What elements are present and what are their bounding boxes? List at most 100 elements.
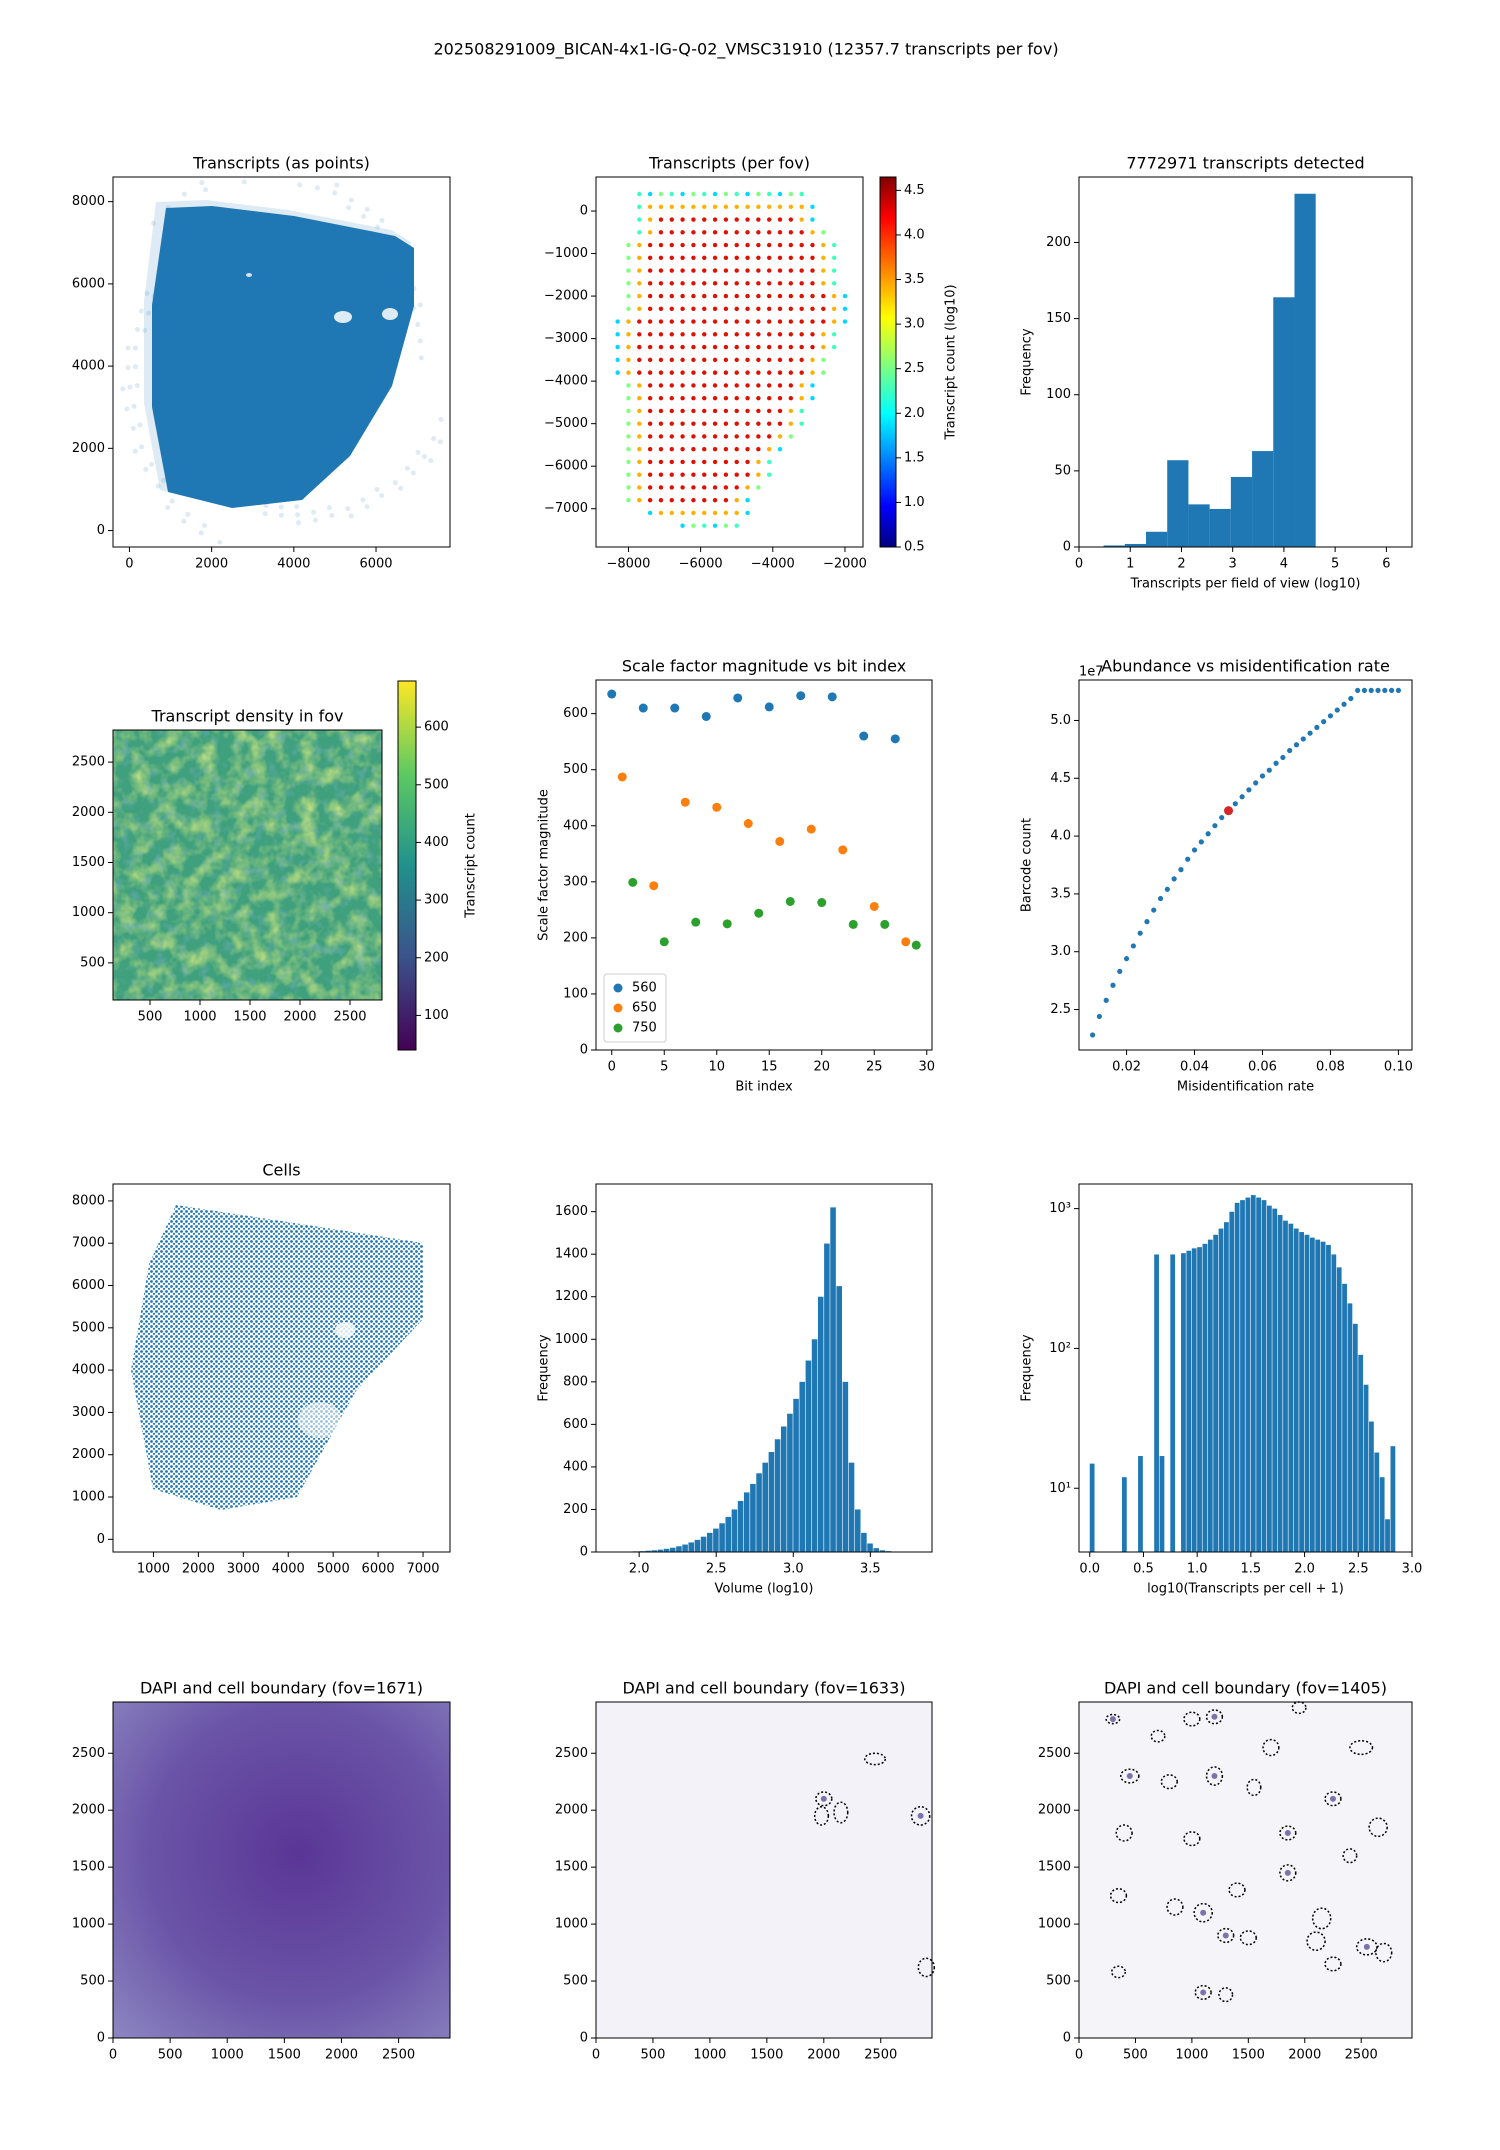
axes-frame <box>112 176 451 548</box>
fov-dot <box>691 421 696 426</box>
point <box>1178 867 1184 873</box>
fov-dot <box>734 344 739 350</box>
fov-dot <box>788 204 794 209</box>
transcript-speck <box>262 511 268 517</box>
transcript-speck <box>198 530 204 536</box>
fov-dot <box>799 319 804 324</box>
bar <box>811 1339 818 1552</box>
point <box>1375 687 1381 694</box>
fov-dot <box>788 408 794 414</box>
fov-dot <box>788 191 794 197</box>
bar <box>657 1549 664 1552</box>
x-tick-label: 3 <box>1229 557 1237 572</box>
fov-dot <box>723 383 729 388</box>
y-tick-label: 3.0 <box>1050 944 1071 959</box>
bar <box>1299 1232 1304 1552</box>
fov-dot <box>734 242 739 248</box>
fov-dot <box>766 268 772 273</box>
fov-dot <box>745 459 750 465</box>
fov-dot <box>734 306 739 312</box>
fov-dot <box>691 281 696 286</box>
transcript-speck <box>294 504 300 510</box>
y-tick-label: 6000 <box>72 1278 105 1293</box>
fov-dot <box>745 268 750 273</box>
y-tick-label: 1400 <box>555 1247 588 1262</box>
point <box>1089 1032 1096 1038</box>
axes-frame <box>1078 1701 1413 2039</box>
fov-dot <box>647 204 653 209</box>
fov-dot <box>831 255 837 261</box>
transcript-speck <box>348 197 354 203</box>
dapi-image <box>596 1702 932 2038</box>
fov-dot <box>734 191 739 197</box>
transcript-speck <box>177 248 183 254</box>
fov-dot <box>669 332 674 337</box>
x-tick-label: 0 <box>592 2048 600 2063</box>
x-tick-label: 0.04 <box>1180 1060 1209 1075</box>
fov-dot <box>777 446 783 452</box>
fov-dot <box>702 255 707 261</box>
cell-boundary <box>813 1806 830 1826</box>
fov-dot <box>777 421 783 426</box>
bar <box>682 1544 688 1552</box>
transcript-speck <box>158 277 164 283</box>
bar <box>836 1286 843 1552</box>
x-tick-label: 1000 <box>211 2048 244 2063</box>
point <box>785 896 795 906</box>
dapi-image <box>113 1702 450 2038</box>
fov-dot <box>615 370 620 375</box>
fov-dot <box>680 485 685 490</box>
transcript-speck <box>134 326 140 332</box>
transcript-speck <box>383 242 389 248</box>
cell-boundary <box>1105 1713 1121 1725</box>
fov-dot <box>647 383 653 388</box>
fov-dot <box>680 383 685 388</box>
y-tick-label: 100 <box>1046 387 1071 402</box>
fov-dot <box>680 242 685 248</box>
cell-boundary <box>1205 1766 1224 1786</box>
fov-dot <box>626 383 631 388</box>
y-tick-label: 1500 <box>555 1860 588 1875</box>
point <box>1382 687 1388 694</box>
fov-dot <box>626 408 631 414</box>
fov-dot <box>799 204 804 209</box>
fov-dot <box>702 344 707 350</box>
transcript-speck <box>169 498 175 504</box>
fov-dot <box>712 281 718 286</box>
y-tick-label: 1200 <box>555 1289 588 1304</box>
bar <box>787 1413 793 1552</box>
fov-dot <box>831 306 837 312</box>
cell-boundary <box>1217 1927 1235 1944</box>
y-tick-label: 2000 <box>555 1803 588 1818</box>
fov-dot <box>691 217 696 222</box>
fov-dot <box>637 319 642 324</box>
fov-dot <box>680 255 685 261</box>
point <box>1096 1013 1102 1020</box>
fov-dot <box>745 306 750 312</box>
fov-dot <box>745 446 750 452</box>
point <box>1300 736 1306 742</box>
fov-dot <box>691 230 696 235</box>
fov-dot <box>777 395 783 401</box>
fov-dot <box>766 306 772 312</box>
bar <box>762 1462 769 1552</box>
bar <box>694 1539 701 1552</box>
fov-dot <box>702 408 707 414</box>
nucleus <box>1222 1932 1229 1939</box>
x-tick-label: 3.5 <box>860 1562 881 1577</box>
transcript-speck <box>219 487 225 493</box>
fov-dot <box>712 268 718 273</box>
bar <box>793 1398 799 1552</box>
bar <box>799 1381 806 1552</box>
cell-boundary <box>1160 1774 1178 1790</box>
fov-dot <box>702 459 707 465</box>
bar <box>1320 1241 1326 1552</box>
fov-dot <box>777 230 783 235</box>
fov-dot <box>691 383 696 388</box>
fov-dot <box>702 421 707 426</box>
transcript-speck <box>149 461 155 467</box>
bar <box>725 1516 732 1552</box>
point <box>1171 876 1177 882</box>
fov-dot <box>691 306 696 312</box>
y-tick-label: 600 <box>563 1417 588 1432</box>
